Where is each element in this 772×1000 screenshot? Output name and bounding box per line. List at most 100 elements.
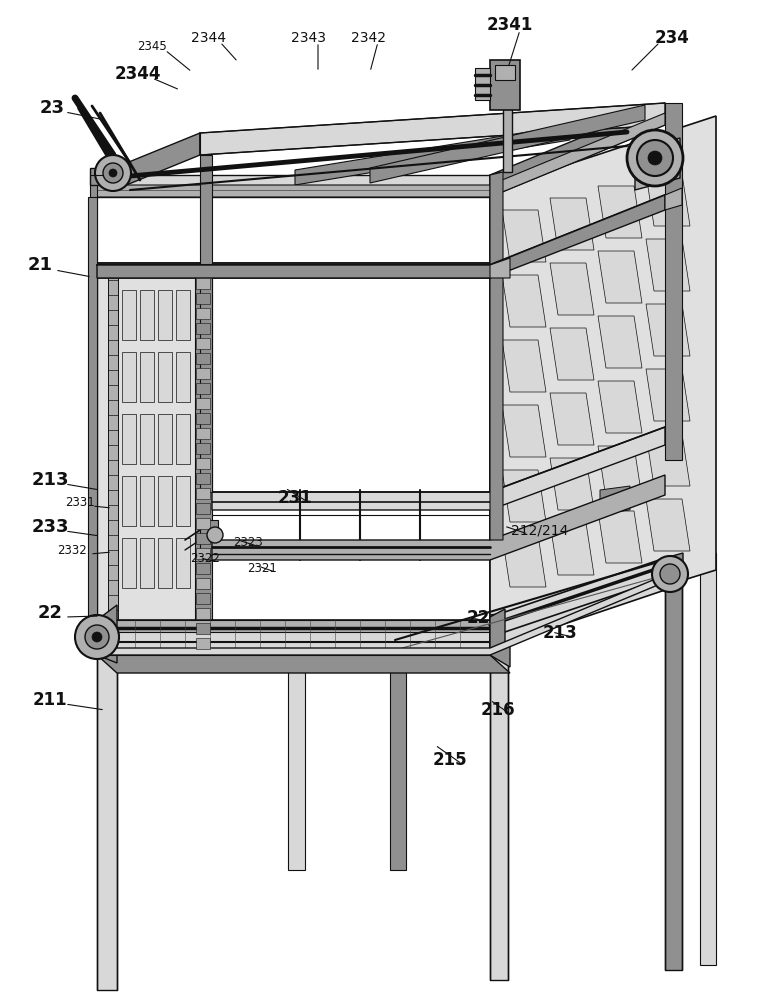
Polygon shape [122,352,136,402]
Polygon shape [97,605,117,663]
Polygon shape [600,486,630,514]
Polygon shape [490,172,500,280]
Polygon shape [158,476,172,526]
Text: 2344: 2344 [115,65,161,83]
Polygon shape [490,612,510,667]
Polygon shape [550,328,594,380]
Polygon shape [176,538,190,588]
Polygon shape [122,414,136,464]
Polygon shape [196,458,210,469]
Polygon shape [550,523,594,575]
Polygon shape [646,174,690,226]
Text: 231: 231 [278,489,313,507]
Polygon shape [502,535,546,587]
Polygon shape [140,352,154,402]
Polygon shape [646,434,690,486]
Polygon shape [665,560,682,970]
Circle shape [627,130,683,186]
Polygon shape [97,195,665,278]
Polygon shape [598,446,642,498]
Polygon shape [196,473,210,484]
Polygon shape [122,290,136,340]
Polygon shape [97,265,117,650]
Polygon shape [490,116,716,640]
Polygon shape [503,108,512,172]
Text: 22: 22 [466,609,489,627]
Polygon shape [176,352,190,402]
Polygon shape [97,620,490,632]
Polygon shape [196,563,210,574]
Circle shape [92,632,102,642]
Polygon shape [502,275,546,327]
Polygon shape [665,103,682,460]
Text: 2345: 2345 [137,40,167,53]
Polygon shape [200,155,212,492]
Polygon shape [196,293,210,304]
Text: 211: 211 [32,691,67,709]
Polygon shape [140,538,154,588]
Circle shape [85,625,109,649]
Polygon shape [490,60,520,110]
Polygon shape [490,258,510,278]
Polygon shape [598,251,642,303]
Polygon shape [200,520,218,555]
Polygon shape [196,548,210,559]
Text: 2321: 2321 [247,562,277,574]
Polygon shape [140,290,154,340]
Polygon shape [196,608,210,619]
Polygon shape [295,125,570,185]
Text: 233: 233 [31,518,69,536]
Polygon shape [700,553,716,965]
Polygon shape [158,290,172,340]
Polygon shape [370,105,645,183]
Text: 2343: 2343 [290,31,326,45]
Polygon shape [390,660,406,870]
Polygon shape [176,414,190,464]
Text: 216: 216 [481,701,516,719]
Polygon shape [475,68,490,100]
Polygon shape [196,338,210,349]
Polygon shape [196,353,210,364]
Polygon shape [97,640,132,650]
Polygon shape [502,210,546,262]
Polygon shape [196,533,210,544]
Polygon shape [495,65,515,80]
Polygon shape [200,205,665,278]
Polygon shape [122,476,136,526]
Polygon shape [196,503,210,514]
Circle shape [652,556,688,592]
Polygon shape [196,308,210,319]
Text: 2344: 2344 [191,31,225,45]
Polygon shape [196,383,210,394]
Circle shape [648,151,662,165]
Polygon shape [490,172,503,540]
Text: 2341: 2341 [487,16,533,34]
Text: 21: 21 [28,256,52,274]
Circle shape [95,155,131,191]
Polygon shape [550,198,594,250]
Polygon shape [646,239,690,291]
Polygon shape [196,413,210,424]
Polygon shape [97,655,510,673]
Polygon shape [665,553,683,590]
Circle shape [637,140,673,176]
Text: 213: 213 [31,471,69,489]
Text: 2331: 2331 [65,495,95,508]
Polygon shape [90,168,120,185]
Polygon shape [196,578,210,589]
Polygon shape [502,340,546,392]
Polygon shape [196,518,210,529]
Polygon shape [196,323,210,334]
Polygon shape [646,304,690,356]
Polygon shape [88,197,97,655]
Polygon shape [550,458,594,510]
Polygon shape [502,405,546,457]
Polygon shape [97,277,200,645]
Polygon shape [490,622,526,630]
Polygon shape [212,427,665,510]
Polygon shape [140,476,154,526]
Polygon shape [158,414,172,464]
Polygon shape [108,277,118,640]
Polygon shape [196,593,210,604]
Polygon shape [646,369,690,421]
